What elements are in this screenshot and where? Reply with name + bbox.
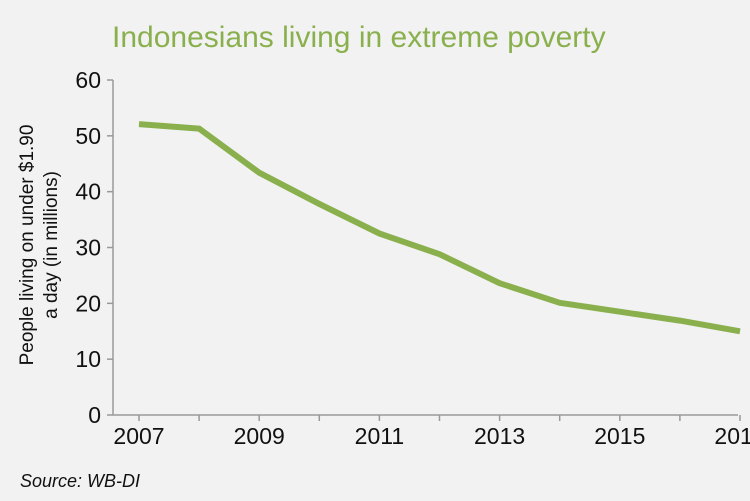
x-tick-label: 2015 [594,423,645,449]
y-tick-label: 30 [75,235,101,261]
x-tick-label: 2007 [113,423,164,449]
series-layer [138,121,741,335]
axes [107,79,741,421]
y-tick-label: 40 [75,179,101,205]
y-axis-label-line-2: a day (in millions) [41,171,62,319]
y-tick-label: 10 [75,346,101,372]
x-tick-label: 2013 [474,423,525,449]
chart-title: Indonesians living in extreme poverty [112,21,606,54]
y-tick-labels: 0 10 20 30 40 50 60 [75,67,101,428]
x-tick-label: 2009 [234,423,285,449]
series-line [138,121,741,335]
x-tick-label: 2017 [714,423,750,449]
source-note: Source: WB-DI [20,471,140,491]
x-tick-labels: 2007 2009 2011 2013 2015 2017 [113,423,750,449]
y-tick-label: 0 [88,402,101,428]
y-tick-label: 60 [75,67,101,93]
y-axis-label-line-1: People living on under $1.90 [17,125,38,366]
y-tick-label: 20 [75,290,101,316]
x-tick-label: 2011 [355,423,404,449]
y-tick-label: 50 [75,123,101,149]
y-axis-label: People living on under $1.90 a day (in m… [17,125,62,366]
